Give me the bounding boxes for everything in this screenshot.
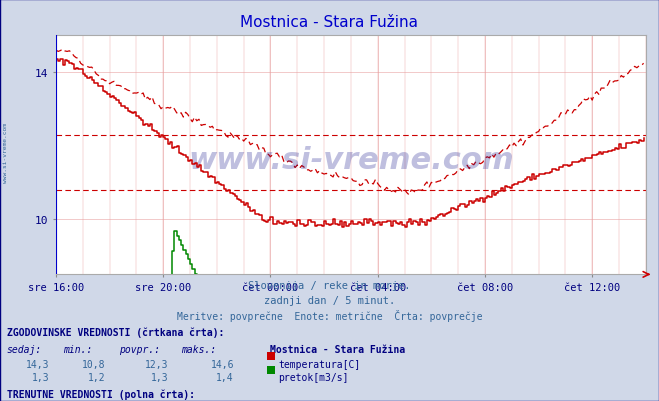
Text: povpr.:: povpr.:: [119, 344, 159, 354]
Text: 12,3: 12,3: [144, 359, 168, 369]
Text: Meritve: povprečne  Enote: metrične  Črta: povprečje: Meritve: povprečne Enote: metrične Črta:…: [177, 310, 482, 322]
Text: maks.:: maks.:: [181, 344, 216, 354]
Text: Slovenija / reke in morje.: Slovenija / reke in morje.: [248, 281, 411, 291]
Text: sedaj:: sedaj:: [7, 344, 42, 354]
Text: 1,3: 1,3: [150, 373, 168, 383]
Text: TRENUTNE VREDNOSTI (polna črta):: TRENUTNE VREDNOSTI (polna črta):: [7, 389, 194, 399]
Text: Mostnica - Stara Fužina: Mostnica - Stara Fužina: [270, 344, 405, 354]
Text: 14,3: 14,3: [26, 359, 49, 369]
Text: temperatura[C]: temperatura[C]: [278, 359, 360, 369]
Text: ZGODOVINSKE VREDNOSTI (črtkana črta):: ZGODOVINSKE VREDNOSTI (črtkana črta):: [7, 327, 224, 337]
Text: pretok[m3/s]: pretok[m3/s]: [278, 373, 349, 383]
Text: 14,6: 14,6: [210, 359, 234, 369]
Text: 1,2: 1,2: [88, 373, 105, 383]
Text: zadnji dan / 5 minut.: zadnji dan / 5 minut.: [264, 295, 395, 305]
Text: 1,4: 1,4: [216, 373, 234, 383]
Text: 1,3: 1,3: [32, 373, 49, 383]
Text: Mostnica - Stara Fužina: Mostnica - Stara Fužina: [241, 15, 418, 30]
Text: min.:: min.:: [63, 344, 92, 354]
Text: 10,8: 10,8: [82, 359, 105, 369]
Text: www.si-vreme.com: www.si-vreme.com: [188, 146, 514, 174]
Text: www.si-vreme.com: www.si-vreme.com: [3, 122, 8, 182]
